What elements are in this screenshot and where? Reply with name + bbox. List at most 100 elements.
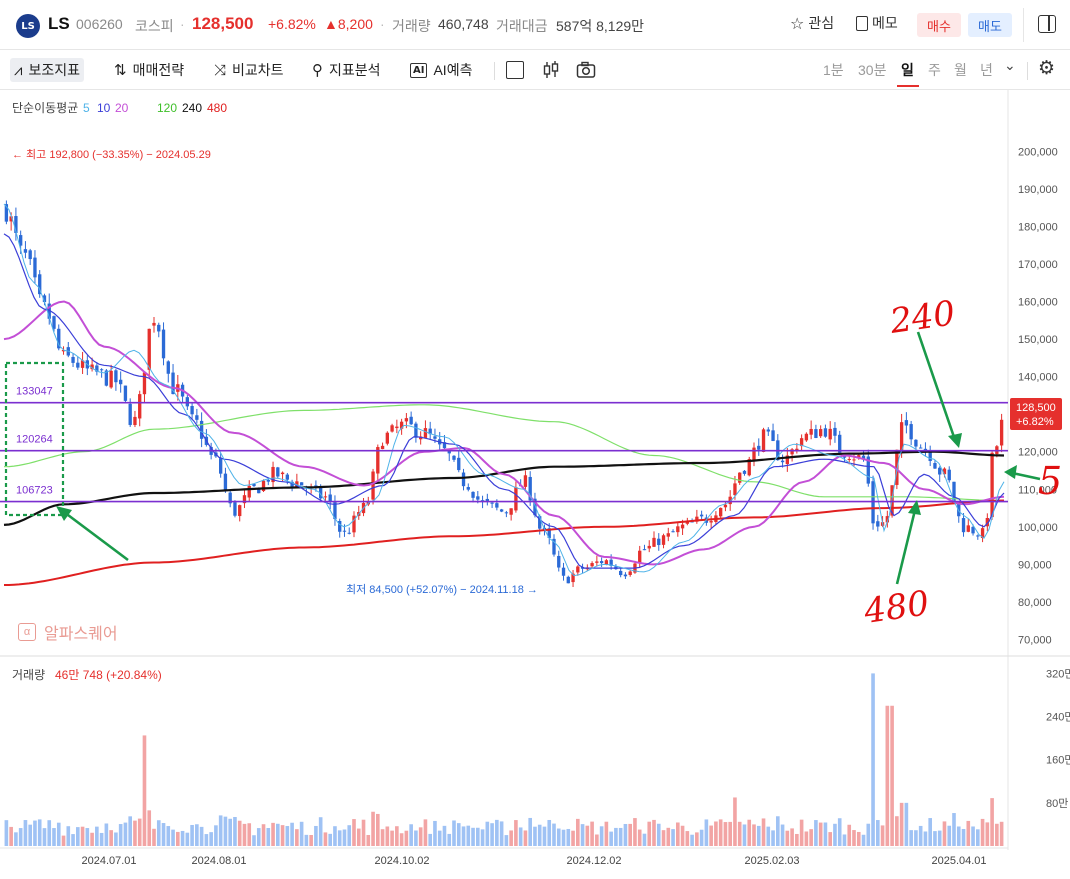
volume-bar: [856, 831, 861, 846]
volume-tick-label: 240만: [1046, 711, 1070, 724]
candle-body: [923, 448, 928, 450]
volume-bar: [118, 824, 123, 846]
volume-bar: [366, 834, 371, 846]
candle-body: [480, 500, 485, 502]
screenshot-button[interactable]: [576, 58, 596, 82]
stock-name[interactable]: LS: [48, 14, 70, 33]
strategy-button[interactable]: ⇅ 매매전략: [114, 58, 184, 82]
volume-bar: [256, 828, 261, 846]
candle-body: [919, 447, 923, 449]
high-price-label: ← 최고 192,800 (−33.35%) − 2024.05.29: [12, 148, 211, 161]
volume-bar: [828, 832, 832, 846]
volume-bar: [509, 830, 513, 846]
candle-body: [104, 370, 109, 386]
volume-bar: [328, 833, 332, 846]
volume-bar: [156, 820, 161, 846]
volume-bar: [904, 802, 909, 846]
period-1min[interactable]: 1분: [823, 62, 844, 78]
candle-body: [790, 449, 794, 455]
candle-body: [266, 479, 270, 482]
candle-body: [261, 480, 266, 492]
candle-body: [319, 487, 323, 499]
sell-button[interactable]: 매도: [968, 13, 1012, 37]
candle-body: [228, 492, 232, 504]
period-30min[interactable]: 30분: [858, 62, 887, 78]
candle-body: [571, 573, 575, 583]
company-logo: LS: [16, 14, 40, 38]
period-week[interactable]: 주: [928, 62, 941, 78]
draw-box-button[interactable]: [506, 58, 524, 82]
volume-bar: [447, 833, 452, 846]
period-year[interactable]: 년: [980, 62, 993, 78]
volume-bar: [395, 826, 399, 846]
volume-bar: [271, 822, 275, 846]
candle-type-button[interactable]: [542, 58, 560, 82]
volume-bar: [823, 822, 828, 846]
annotation-arrowhead: [948, 433, 962, 448]
volume-bar: [61, 835, 66, 846]
volume-bar: [609, 831, 613, 846]
compare-button[interactable]: ⤨ 비교차트: [214, 58, 284, 82]
volume-bar: [9, 826, 13, 846]
settings-icon[interactable]: ⚙: [1038, 57, 1056, 79]
candle-body: [457, 457, 461, 471]
volume-bar: [533, 826, 537, 846]
candle-body: [428, 428, 432, 435]
brand-logo-icon: α: [18, 623, 36, 641]
candle-body: [547, 528, 551, 538]
volume-bar: [666, 827, 671, 846]
candle-body: [623, 574, 628, 577]
market-name: 코스피: [135, 18, 174, 34]
x-tick-label: 2024.08.01: [191, 855, 246, 867]
volume-bar: [599, 826, 604, 846]
candle-body: [980, 528, 985, 539]
candle-body: [9, 216, 13, 222]
stock-chart[interactable]: 133047 120264 106723 200,000 190,000 180,000…: [0, 90, 1070, 879]
analysis-icon: ⚲: [312, 61, 323, 79]
volume-bar: [266, 828, 271, 846]
candle-body: [942, 468, 947, 475]
candle-body: [985, 517, 989, 527]
volume-bar: [37, 819, 42, 846]
candle-body: [123, 385, 128, 401]
volume-bar: [161, 823, 166, 846]
memo-button[interactable]: 메모: [856, 13, 898, 33]
volume-bar: [233, 816, 237, 846]
volume-bar: [833, 823, 837, 846]
candle-body: [657, 538, 661, 546]
y-tick-label: 180,000: [1018, 221, 1058, 233]
y-tick-label: 190,000: [1018, 184, 1058, 196]
volume-bar: [747, 819, 752, 846]
separator-dot: ·: [180, 16, 185, 32]
change-percent: +6.82%: [268, 16, 316, 32]
volume-bar: [209, 832, 213, 846]
chart-toolbar: ⩘ 보조지표 ⇅ 매매전략 ⤨ 비교차트 ⚲ 지표분석 AI AI예측 1분: [0, 50, 1070, 90]
analysis-button[interactable]: ⚲ 지표분석: [312, 58, 381, 82]
candle-body: [699, 514, 704, 517]
candle-body: [109, 370, 113, 388]
volume-bar: [195, 824, 199, 846]
ai-button[interactable]: AI AI예측: [410, 58, 472, 82]
compare-label: 비교차트: [232, 62, 284, 78]
period-day[interactable]: 일: [901, 62, 914, 78]
candle-body: [95, 365, 99, 372]
candle-body: [223, 473, 228, 491]
watch-button[interactable]: ☆ 관심: [790, 13, 834, 33]
candle-body: [685, 521, 689, 524]
buy-button[interactable]: 매수: [917, 13, 961, 37]
candle-body: [295, 481, 299, 487]
volume-bar: [652, 819, 656, 846]
chevron-down-icon[interactable]: ⌄: [1004, 58, 1016, 74]
volume-bar: [676, 822, 680, 846]
candle-body: [252, 483, 256, 487]
volume-bar: [428, 833, 432, 846]
volume-bar: [766, 826, 771, 846]
panel-toggle-icon[interactable]: [1038, 15, 1056, 33]
volume-bar: [556, 828, 561, 846]
indicators-button[interactable]: ⩘ 보조지표: [10, 58, 84, 82]
candle-body: [642, 549, 647, 551]
volume-bar: [809, 829, 813, 846]
volume-bar: [837, 818, 842, 846]
low-price-label: 최저 84,500 (+52.07%) − 2024.11.18 →: [346, 583, 538, 596]
period-month[interactable]: 월: [954, 62, 967, 78]
